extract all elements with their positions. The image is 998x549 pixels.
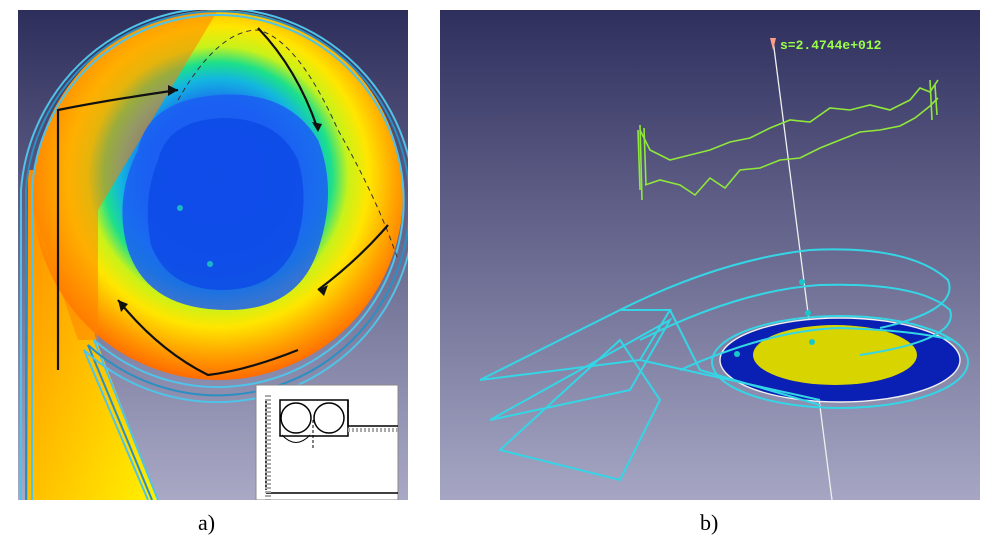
probe-point-icon bbox=[734, 351, 740, 357]
inset-schematic bbox=[255, 384, 399, 500]
probe-point-icon bbox=[805, 310, 811, 316]
low-velocity-inner bbox=[147, 118, 304, 290]
runner-ring-outline bbox=[719, 317, 961, 403]
casing-wireframe bbox=[479, 248, 969, 482]
caption-a: a) bbox=[198, 510, 216, 535]
streamlines bbox=[56, 27, 389, 377]
probe-point-icon bbox=[809, 339, 815, 345]
probe-readout: s=2.4744e+012 bbox=[780, 38, 882, 53]
probe-marker-icon bbox=[770, 38, 776, 50]
probe-axis-line bbox=[772, 39, 833, 500]
probe-point-icon bbox=[799, 279, 805, 285]
volute-field-left bbox=[33, 10, 218, 340]
probe-point-icon bbox=[177, 205, 183, 211]
panel-a-contour-plot bbox=[18, 10, 408, 500]
contour-plot-svg bbox=[18, 10, 408, 500]
runner-disk bbox=[753, 325, 917, 385]
wireframe-view-svg: s=2.4744e+012 bbox=[440, 10, 980, 500]
background bbox=[440, 10, 980, 500]
flow-arrow-icon bbox=[118, 85, 328, 312]
casing-wall bbox=[20, 10, 408, 500]
signal-trace bbox=[637, 79, 939, 201]
panel-b-3d-view: s=2.4744e+012 bbox=[440, 10, 980, 500]
probe-point-icon bbox=[207, 261, 213, 267]
caption-b: b) bbox=[700, 510, 719, 535]
